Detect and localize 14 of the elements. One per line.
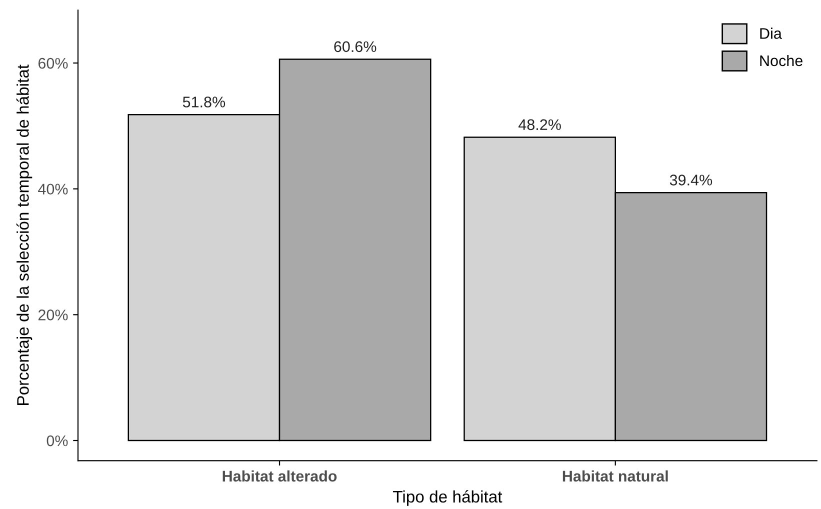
y-tick-label: 20% <box>38 310 68 320</box>
data-label: 60.6% <box>334 41 376 52</box>
legend-label: Dia <box>760 28 782 39</box>
legend-label: Noche <box>760 54 802 66</box>
y-tick-label: 40% <box>38 184 68 195</box>
x-tick-label: Habitat natural <box>562 470 668 482</box>
x-axis-title: Tipo de hábitat <box>393 490 502 506</box>
data-label: 48.2% <box>518 119 561 130</box>
y-tick-label: 0% <box>46 435 68 446</box>
y-tick-label: 60% <box>38 58 68 69</box>
x-tick-label: Habitat alterado <box>222 470 337 482</box>
data-label: 39.4% <box>670 174 712 186</box>
data-label: 51.8% <box>182 96 226 108</box>
y-axis-title: Porcentaje de la selección temporal de hábitat <box>16 64 32 405</box>
